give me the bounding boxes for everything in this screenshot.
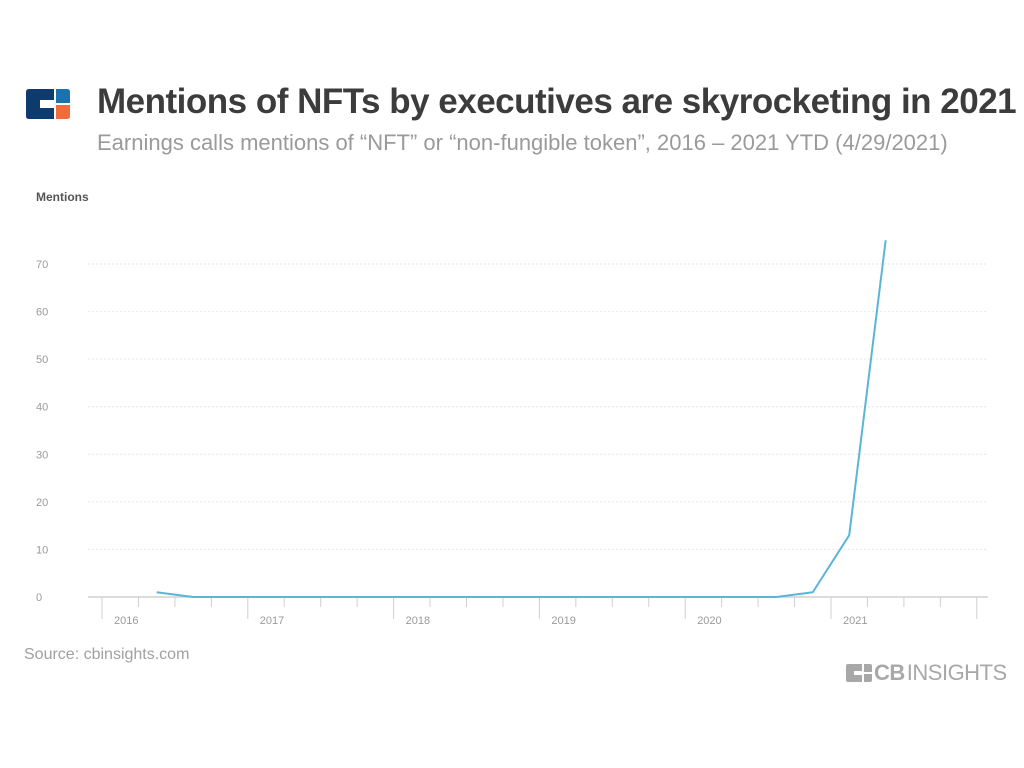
y-tick-label: 50 (36, 354, 48, 366)
y-tick-label: 0 (36, 592, 42, 604)
y-tick-label: 60 (36, 307, 48, 319)
y-tick-label: 70 (36, 259, 48, 271)
cb-insights-logo (26, 89, 70, 119)
x-tick-label: 2020 (697, 615, 721, 627)
source-note: Source: cbinsights.com (24, 646, 190, 663)
brand-rest: INSIGHTS (906, 660, 1007, 685)
x-tick-label: 2017 (260, 615, 284, 627)
brand-wordmark: CB INSIGHTS (846, 660, 1007, 686)
y-tick-label: 40 (36, 402, 48, 414)
x-tick-label: 2018 (406, 615, 430, 627)
chart-title: Mentions of NFTs by executives are skyro… (97, 82, 1017, 121)
brand-bold: CB (874, 660, 905, 685)
y-tick-label: 20 (36, 497, 48, 509)
mentions-line (156, 240, 887, 598)
chart-subtitle: Earnings calls mentions of “NFT” or “non… (97, 130, 948, 155)
brand-logo-icon (846, 664, 872, 682)
y-axis-label: Mentions (36, 190, 89, 204)
x-tick-label: 2019 (551, 615, 575, 627)
y-tick-label: 30 (36, 449, 48, 461)
y-tick-label: 10 (36, 544, 48, 556)
x-tick-label: 2016 (114, 615, 138, 627)
x-tick-label: 2021 (843, 615, 867, 627)
